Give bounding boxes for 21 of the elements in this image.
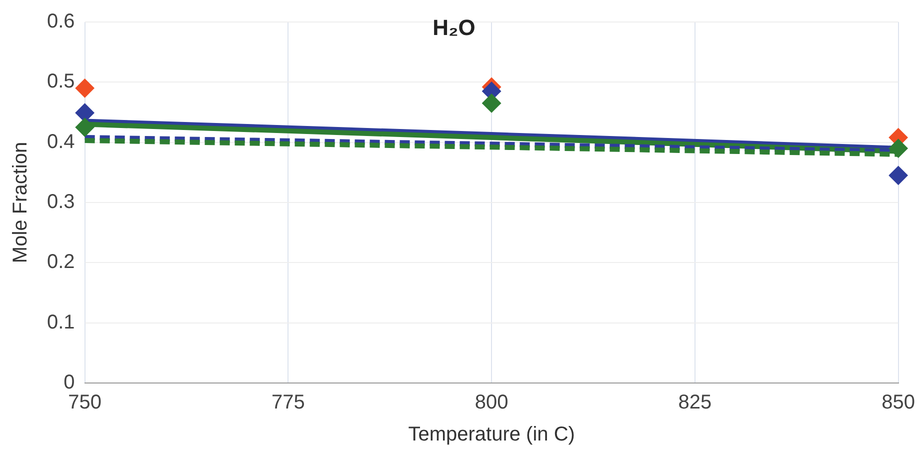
- point: [888, 138, 908, 158]
- point: [888, 166, 908, 185]
- y-tick-label: 0: [64, 372, 75, 394]
- point: [75, 118, 94, 137]
- y-tick-label: 0.1: [46, 311, 75, 334]
- chart-title: H₂O: [432, 14, 476, 40]
- y-tick-label: 0.5: [46, 70, 75, 93]
- x-tick-label: 850: [882, 392, 916, 414]
- x-tick-label: 750: [68, 392, 102, 414]
- x-tick-label: 800: [474, 392, 508, 414]
- y-tick-label: 0.3: [46, 191, 75, 214]
- y-axis-title: Mole Fraction: [10, 142, 32, 264]
- y-tick-label: 0.2: [46, 251, 75, 274]
- x-tick-label: 775: [271, 392, 305, 414]
- y-tick-label: 0.4: [46, 130, 75, 153]
- point: [75, 103, 94, 122]
- x-tick-label: 825: [678, 392, 712, 414]
- point: [75, 78, 94, 98]
- y-tick-label: 0.6: [46, 10, 75, 33]
- point: [482, 94, 502, 113]
- x-axis-title: Temperature (in C): [408, 424, 575, 446]
